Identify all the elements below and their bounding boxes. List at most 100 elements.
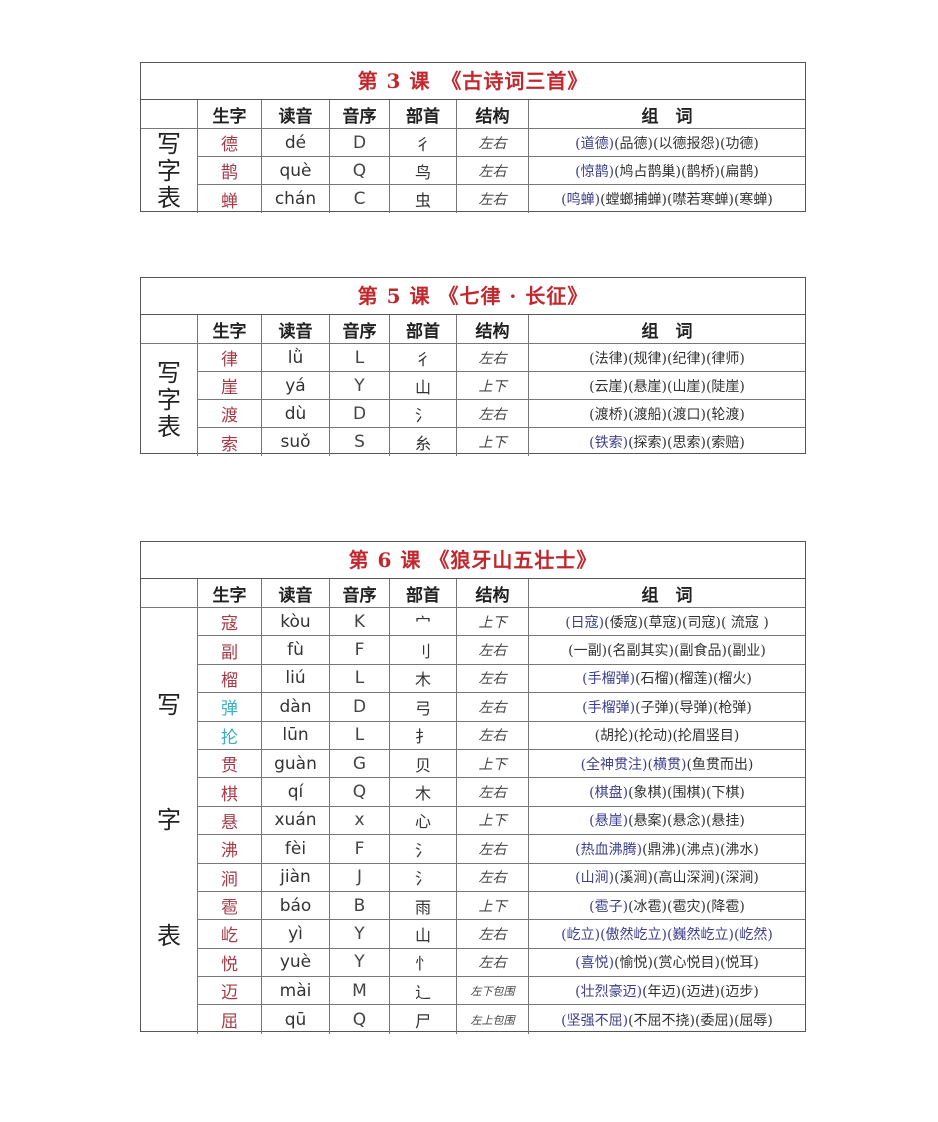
word: (渡桥) xyxy=(589,406,629,423)
word: (悦耳) xyxy=(719,955,759,972)
initial-letter: x xyxy=(329,806,389,836)
lesson-table-3: 第 3 课 《古诗词三首》 生字 读音 音序 部首 结构组 词写字表德 dé D 彳左右 (道德)… xyxy=(140,62,806,213)
structure: 上下 xyxy=(456,428,528,456)
word: (不屈不挠) xyxy=(628,1012,695,1029)
structure: 左下包围 xyxy=(456,977,528,1006)
word: (寒蝉) xyxy=(733,192,773,208)
header-pinyin: 读音 xyxy=(261,100,329,129)
radical: 氵 xyxy=(389,835,456,864)
word: (一副) xyxy=(568,643,608,660)
word: (日寇) xyxy=(565,614,605,631)
word: (副业) xyxy=(726,643,766,660)
initial-letter: L xyxy=(329,721,389,750)
pinyin: chán xyxy=(261,185,329,213)
word-group: (道德) (品德) (以德报怨) (功德) xyxy=(528,129,805,157)
new-character: 蝉 xyxy=(197,185,261,213)
lesson-title: 第 3 课 《古诗词三首》 xyxy=(141,63,805,100)
structure: 左右 xyxy=(456,778,528,807)
structure: 上下 xyxy=(456,608,528,637)
word-group: (惊鹊) (鸠占鹊巢) (鹊桥) (扁鹊) xyxy=(528,157,805,185)
pinyin: báo xyxy=(261,891,329,921)
header-pinyin: 读音 xyxy=(261,579,329,608)
radical: 雨 xyxy=(389,891,456,921)
word: (降雹) xyxy=(705,898,745,915)
new-character: 鹊 xyxy=(197,157,261,185)
word: (迈步) xyxy=(719,983,759,1000)
word: (纪律) xyxy=(667,350,706,367)
header-words: 组 词 xyxy=(528,579,805,608)
structure: 左右 xyxy=(456,863,528,892)
word: (手榴弹) xyxy=(582,699,636,716)
initial-letter: D xyxy=(329,400,389,428)
pinyin: fèi xyxy=(261,835,329,864)
new-character: 榴 xyxy=(197,664,261,694)
word-group: (喜悦) (愉悦) (赏心悦目) (悦耳) xyxy=(528,948,805,978)
word-group: (棋盘) (象棋) (围棋) (下棋) xyxy=(528,778,805,807)
word-group: (铁索) (探索) (思索) (索赔) xyxy=(528,428,805,456)
word: (悬案) xyxy=(628,813,667,830)
word: (渡口) xyxy=(667,406,706,423)
structure: 左右 xyxy=(456,721,528,750)
word-group: (日寇) (倭寇) (草寇) (司寇)( 流寇 ) xyxy=(528,608,805,637)
word: (探索) xyxy=(628,435,667,451)
pinyin: què xyxy=(261,157,329,185)
structure: 左上包围 xyxy=(456,1005,528,1034)
initial-letter: C xyxy=(329,185,389,213)
initial-letter: G xyxy=(329,749,389,779)
header-words: 组 词 xyxy=(528,315,805,344)
word: (全神贯注) xyxy=(580,756,648,773)
structure: 上下 xyxy=(456,749,528,779)
lesson-grid: 生字 读音 音序 部首 结构组 词写字表寇 kòu K 宀上下 (日寇) (倭寇) (草寇) (司寇)… xyxy=(141,579,805,1034)
word: (手榴弹) xyxy=(582,671,636,688)
radical: 鸟 xyxy=(389,157,456,185)
radical: 彳 xyxy=(389,344,456,372)
pinyin: yá xyxy=(261,372,329,400)
new-character: 副 xyxy=(197,636,261,665)
initial-letter: K xyxy=(329,608,389,637)
word: (屈辱) xyxy=(733,1012,773,1029)
header-initial: 音序 xyxy=(329,315,389,344)
word: (冰雹) xyxy=(628,898,667,915)
header-structure: 结构 xyxy=(456,315,528,344)
structure: 左右 xyxy=(456,157,528,185)
word: (道德) xyxy=(575,135,615,152)
pinyin: qū xyxy=(261,1005,329,1034)
new-character: 迈 xyxy=(197,977,261,1006)
word: (雹子) xyxy=(589,898,629,915)
word: (傲然屹立) xyxy=(600,926,667,943)
lesson-grid: 生字 读音 音序 部首 结构组 词写字表德 dé D 彳左右 (道德) (品德) (以德报怨) (功德… xyxy=(141,100,805,213)
word: (下棋) xyxy=(705,785,745,802)
side-label-char: 写 xyxy=(157,358,181,387)
word: (榴火) xyxy=(712,671,752,688)
header-structure: 结构 xyxy=(456,579,528,608)
word: (山涧) xyxy=(575,870,615,887)
word: (悬崖) xyxy=(628,378,667,395)
word: (以德报怨) xyxy=(653,135,720,152)
word: (功德) xyxy=(719,135,759,152)
word: (鹊桥) xyxy=(681,163,720,180)
radical: 氵 xyxy=(389,400,456,428)
side-label-char: 表 xyxy=(157,183,181,212)
word-group: (坚强不屈) (不屈不挠) (委屈) (屈辱) xyxy=(528,1005,805,1034)
word-group: (屹立) (傲然屹立) (巍然屹立) (屹然) xyxy=(528,920,805,949)
word: (草寇) xyxy=(643,614,683,631)
header-blank xyxy=(141,315,197,344)
new-character: 屹 xyxy=(197,920,261,949)
radical: 宀 xyxy=(389,608,456,637)
structure: 上下 xyxy=(456,806,528,836)
pinyin: kòu xyxy=(261,608,329,637)
side-label-char: 表 xyxy=(157,921,181,950)
initial-letter: Q xyxy=(329,157,389,185)
word: (悬念) xyxy=(667,813,706,830)
radical: 辶 xyxy=(389,977,456,1006)
word: (抡动) xyxy=(633,728,673,745)
pinyin: lūn xyxy=(261,721,329,750)
header-char: 生字 xyxy=(197,100,261,129)
pinyin: dé xyxy=(261,129,329,157)
word: ( 流寇 ) xyxy=(720,614,769,631)
word: (枪弹) xyxy=(712,699,752,716)
side-label-char: 写 xyxy=(157,691,181,720)
word: (委屈) xyxy=(695,1012,734,1029)
header-radical: 部首 xyxy=(389,579,456,608)
structure: 左右 xyxy=(456,400,528,428)
